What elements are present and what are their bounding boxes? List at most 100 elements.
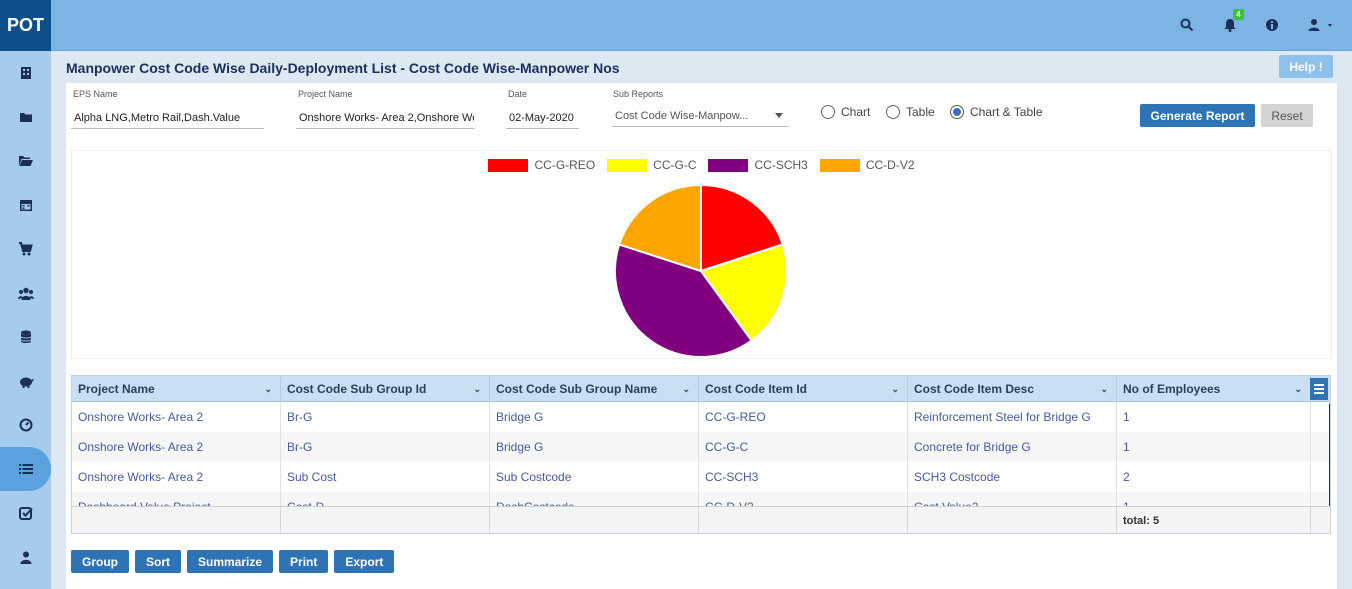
users-icon [17, 287, 34, 300]
page-title: Manpower Cost Code Wise Daily-Deployment… [66, 60, 620, 76]
help-button[interactable]: Help ! [1279, 55, 1333, 78]
sub-reports-select[interactable]: Cost Code Wise-Manpow... [612, 105, 789, 127]
building-icon [20, 67, 31, 79]
app-logo[interactable]: POT [0, 0, 51, 51]
chevron-down-icon[interactable]: ⌄ [1294, 384, 1302, 394]
column-header[interactable]: Cost Code Sub Group Name ⌄ [490, 376, 699, 402]
notification-badge: 4 [1233, 9, 1244, 20]
table-cell: Onshore Works- Area 2 [72, 402, 281, 432]
legend-swatch [819, 158, 860, 172]
footer-cell [699, 507, 908, 533]
sort-button[interactable]: Sort [135, 550, 181, 573]
table-cell: Br-G [281, 432, 490, 462]
table-cell: 1 [1117, 432, 1311, 462]
gauge-icon [19, 418, 32, 432]
radio-table-label: Table [906, 105, 935, 119]
sidebar-item-folder-open[interactable] [0, 139, 51, 183]
legend-label: CC-D-V2 [865, 158, 915, 172]
sidebar-item-folder[interactable] [0, 95, 51, 139]
column-header[interactable]: Cost Code Item Desc ⌄ [908, 376, 1117, 402]
sidebar-item-building[interactable] [0, 51, 51, 95]
table-cell: Sub Cost [281, 462, 490, 492]
table-cell: SCH3 Costcode [908, 462, 1117, 492]
list-icon [18, 464, 33, 474]
chevron-down-icon[interactable]: ⌄ [264, 384, 272, 394]
bell-icon[interactable] [1219, 14, 1241, 36]
sidebar-item-reports[interactable] [0, 447, 51, 491]
pie-chart [614, 183, 788, 358]
sidebar-item-tasks[interactable] [0, 491, 51, 535]
table-cell: 1 [1117, 402, 1311, 432]
reset-button[interactable]: Reset [1261, 104, 1313, 127]
legend-item[interactable]: CC-SCH3 [708, 158, 808, 172]
pie-slice-cc-g-c[interactable] [699, 243, 788, 342]
pie-slice-cc-g-reo[interactable] [700, 183, 785, 273]
top-bar: POT 4 [0, 0, 1352, 51]
table-scrollbar[interactable] [1329, 403, 1330, 507]
legend-swatch [607, 158, 648, 172]
sidebar-item-users[interactable] [0, 271, 51, 315]
chevron-down-icon[interactable]: ⌄ [1100, 384, 1108, 394]
legend-label: CC-SCH3 [754, 158, 808, 172]
user-icon [20, 551, 31, 564]
sidebar-item-cart[interactable] [0, 227, 51, 271]
pie-slice-cc-sch3[interactable] [614, 243, 753, 358]
footer-cell [908, 507, 1117, 533]
radio-table-indicator [886, 105, 900, 119]
sidebar-item-calendar[interactable] [0, 183, 51, 227]
radio-chart-and-table-label: Chart & Table [970, 105, 1043, 119]
pie-slice-cc-d-v2[interactable] [617, 183, 702, 273]
column-header-label: Cost Code Item Id [705, 382, 808, 396]
column-header[interactable]: Project Name ⌄ [72, 376, 281, 402]
calendar-icon [19, 200, 32, 211]
cart-icon [19, 242, 33, 256]
sidebar-item-budget[interactable] [0, 359, 51, 403]
user-menu-icon[interactable] [1304, 14, 1340, 36]
sidebar-item-dashboard[interactable] [0, 403, 51, 447]
legend-item[interactable]: CC-D-V2 [819, 158, 915, 172]
info-icon[interactable] [1261, 14, 1283, 36]
summarize-button[interactable]: Summarize [187, 550, 274, 573]
chevron-down-icon[interactable]: ⌄ [682, 384, 690, 394]
column-header[interactable]: No of Employees ⌄ [1117, 376, 1311, 402]
search-icon[interactable] [1176, 14, 1198, 36]
column-menu-icon[interactable] [1310, 378, 1328, 400]
column-header[interactable]: Cost Code Item Id ⌄ [699, 376, 908, 402]
radio-chart-indicator [821, 105, 835, 119]
table-row[interactable]: Onshore Works- Area 2 Br-G Bridge G CC-G-C C… [72, 432, 1330, 462]
table-header: Project Name ⌄ Cost Code Sub Group Id ⌄ Cost… [72, 376, 1330, 402]
sidebar-item-database[interactable] [0, 315, 51, 359]
export-button[interactable]: Export [334, 550, 395, 573]
table-total: total: 5 [1117, 507, 1311, 533]
table-body: Onshore Works- Area 2 Br-G Bridge G CC-G-RE… [72, 402, 1330, 522]
table-row[interactable]: Onshore Works- Area 2 Sub Cost Sub Costcod… [72, 462, 1330, 492]
main-content: Manpower Cost Code Wise Daily-Deployment… [51, 51, 1352, 589]
chevron-down-icon[interactable]: ⌄ [473, 384, 481, 394]
group-button[interactable]: Group [71, 550, 129, 573]
eps-name-input[interactable]: Alpha LNG,Metro Rail,Dash.Value [71, 107, 264, 129]
legend-label: CC-G-REO [534, 158, 596, 172]
table-cell: Onshore Works- Area 2 [72, 432, 281, 462]
table-row[interactable]: Onshore Works- Area 2 Br-G Bridge G CC-G-RE… [72, 402, 1330, 432]
sidebar-item-profile[interactable] [0, 535, 51, 579]
legend-item[interactable]: CC-G-C [607, 158, 696, 172]
radio-chart[interactable]: Chart [821, 105, 870, 119]
print-button[interactable]: Print [279, 550, 329, 573]
database-icon [20, 330, 31, 343]
radio-table[interactable]: Table [886, 105, 935, 119]
legend-swatch [708, 158, 749, 172]
column-header[interactable]: Cost Code Sub Group Id ⌄ [281, 376, 490, 402]
table-footer: total: 5 [72, 506, 1330, 533]
date-label: Date [508, 89, 528, 99]
table-cell: CC-SCH3 [699, 462, 908, 492]
folder-icon [19, 113, 32, 122]
column-header-label: Cost Code Sub Group Id [287, 382, 427, 396]
generate-report-button[interactable]: Generate Report [1140, 104, 1255, 127]
chevron-down-icon[interactable]: ⌄ [891, 384, 899, 394]
radio-chart-and-table[interactable]: Chart & Table [950, 105, 1043, 119]
table-cell: 2 [1117, 462, 1311, 492]
checkbox-icon [18, 507, 33, 520]
date-input[interactable]: 02-May-2020 [506, 107, 579, 129]
project-name-input[interactable]: Onshore Works- Area 2,Onshore Works [296, 107, 474, 129]
legend-item[interactable]: CC-G-REO [488, 158, 595, 172]
